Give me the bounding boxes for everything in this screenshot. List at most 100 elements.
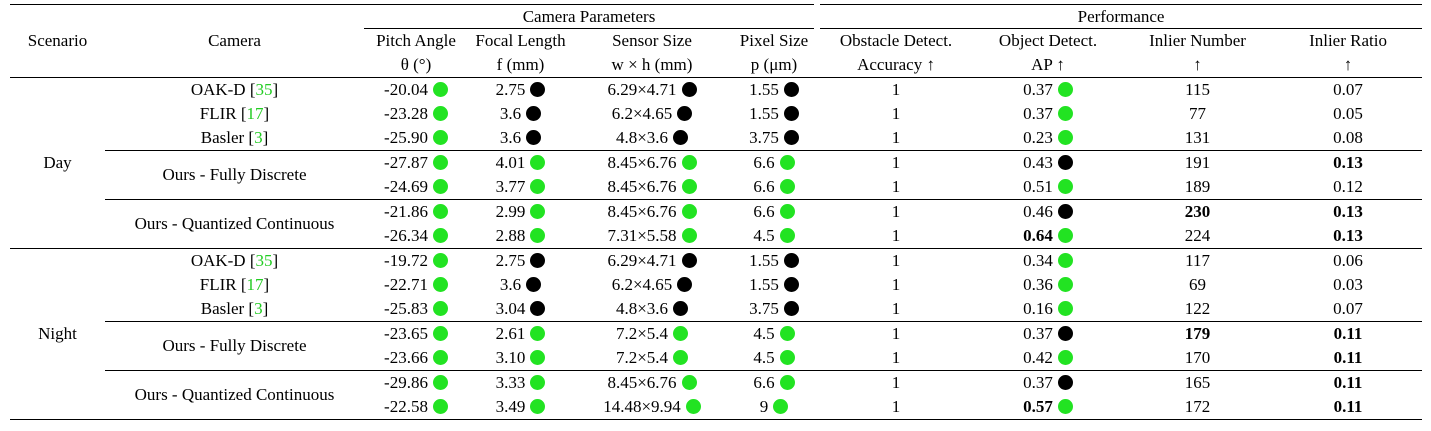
object-ap-cell: 0.16 [975, 297, 1121, 322]
pixel-size-value: 3.75 [749, 128, 779, 147]
table-row: -26.34 2.88 7.31×5.58 4.5 1 0.64 224 0.13 [10, 224, 1423, 249]
focal-length-cell: 3.49 [468, 395, 573, 420]
camera-cell: Ours - Quantized Continuous [105, 199, 364, 249]
object-ap-status-dot [1057, 350, 1073, 365]
obstacle-accuracy-value: 1 [891, 348, 901, 367]
focal-length-value: 2.88 [495, 226, 526, 245]
pitch-angle-status-dot [432, 301, 448, 316]
obstacle-accuracy-cell: 1 [817, 175, 975, 200]
camera-name: Basler [ [200, 299, 255, 318]
pitch-angle-status-dot [432, 350, 448, 365]
focal-length-status-dot [530, 326, 546, 341]
inlier-ratio-cell: 0.03 [1274, 273, 1422, 297]
scenario-label: Day [43, 153, 72, 172]
citation-bracket: ] [262, 299, 269, 318]
focal-length-status-dot [530, 399, 546, 414]
pitch-angle-value: -22.58 [384, 397, 428, 416]
sensor-size-status-dot [681, 179, 697, 194]
camera-cell: Basler [3] [105, 126, 364, 151]
sensor-size-value: 8.45×6.76 [607, 177, 677, 196]
obstacle-accuracy-value: 1 [891, 373, 901, 392]
focal-length-cell: 2.88 [468, 224, 573, 249]
object-ap-status-dot [1057, 253, 1073, 268]
header-camera: Camera [208, 30, 261, 50]
pitch-angle-value: -20.04 [384, 80, 428, 99]
sensor-size-value: 8.45×6.76 [607, 202, 677, 221]
obstacle-accuracy-cell: 1 [817, 346, 975, 371]
header-obstacle-l2: Accuracy ↑ [817, 53, 976, 78]
inlier-ratio-value: 0.13 [1333, 202, 1363, 221]
pitch-angle-cell: -27.87 [364, 150, 468, 175]
pitch-angle-status-dot [432, 375, 448, 390]
citation-bracket: ] [272, 251, 279, 270]
object-ap-cell: 0.36 [975, 273, 1121, 297]
object-ap-status-dot [1057, 130, 1073, 145]
inlier-number-cell: 165 [1121, 370, 1275, 395]
pixel-size-status-dot [783, 301, 799, 316]
inlier-number-cell: 230 [1121, 199, 1275, 224]
inlier-number-cell: 122 [1121, 297, 1274, 322]
object-ap-status-dot [1057, 326, 1073, 341]
citation-bracket: ] [272, 80, 279, 99]
pitch-angle-value: -22.71 [384, 275, 428, 294]
sensor-size-cell: 8.45×6.76 [573, 150, 731, 175]
object-ap-status-dot [1057, 155, 1073, 170]
object-ap-value: 0.16 [1023, 299, 1053, 318]
citation-link: 17 [246, 275, 264, 294]
pixel-size-cell: 4.5 [731, 321, 818, 346]
focal-length-status-dot [526, 106, 542, 121]
sensor-size-status-dot [673, 350, 689, 365]
obstacle-accuracy-cell: 1 [817, 78, 975, 103]
obstacle-accuracy-cell: 1 [817, 126, 975, 151]
focal-length-status-dot [530, 253, 546, 268]
pitch-angle-cell: -23.65 [364, 321, 468, 346]
inlier-number-value: 77 [1189, 104, 1207, 123]
obstacle-accuracy-cell: 1 [817, 150, 976, 175]
inlier-ratio-cell: 0.07 [1274, 78, 1422, 103]
inlier-number-value: 122 [1184, 299, 1211, 318]
inlier-number-value: 170 [1184, 348, 1211, 367]
pitch-angle-status-dot [432, 130, 448, 145]
citation-bracket: ] [263, 104, 270, 123]
focal-length-value: 3.6 [499, 275, 522, 294]
scenario-label: Night [38, 324, 77, 343]
pitch-angle-value: -23.28 [384, 104, 428, 123]
inlier-ratio-value: 0.05 [1333, 104, 1363, 123]
pitch-angle-status-dot [432, 399, 448, 414]
obstacle-accuracy-value: 1 [891, 177, 901, 196]
header-pitch-l1: Pitch Angle [376, 31, 456, 50]
sensor-size-status-dot [673, 130, 689, 145]
object-ap-cell: 0.37 [975, 370, 1122, 395]
object-ap-value: 0.37 [1023, 324, 1053, 343]
pitch-angle-status-dot [432, 82, 448, 97]
focal-length-cell: 3.10 [468, 346, 573, 371]
sensor-size-status-dot [685, 399, 701, 414]
focal-length-value: 3.33 [495, 373, 526, 392]
header-sensor-l2: w × h (mm) [573, 53, 731, 78]
object-ap-cell: 0.34 [975, 249, 1121, 274]
camera-cell: OAK-D [35] [105, 249, 364, 274]
sensor-size-value: 7.2×5.4 [615, 348, 669, 367]
pitch-angle-cell: -25.83 [364, 297, 468, 322]
focal-length-cell: 3.04 [468, 297, 573, 322]
sensor-size-status-dot [677, 277, 693, 292]
inlier-ratio-cell: 0.06 [1274, 249, 1422, 274]
header-inlier-number-l2: ↑ [1121, 53, 1275, 78]
pixel-size-cell: 4.5 [731, 346, 817, 371]
camera-cell: OAK-D [35] [105, 78, 364, 103]
camera-comparison-table: Camera Parameters Performance Scenario C… [10, 4, 1423, 420]
object-ap-cell: 0.43 [975, 150, 1122, 175]
sensor-size-status-dot [681, 375, 697, 390]
inlier-ratio-value: 0.11 [1333, 324, 1363, 343]
pixel-size-cell: 9 [731, 395, 818, 420]
citation-link: 35 [255, 80, 273, 99]
pitch-angle-cell: -21.86 [364, 199, 468, 224]
pixel-size-value: 6.6 [753, 177, 775, 196]
focal-length-cell: 3.33 [468, 370, 573, 395]
camera-name: Ours - Quantized Continuous [134, 214, 335, 233]
obstacle-accuracy-cell: 1 [817, 249, 975, 274]
sensor-size-status-dot [681, 204, 697, 219]
header-spacer [10, 53, 105, 78]
pixel-size-status-dot [783, 277, 799, 292]
inlier-ratio-cell: 0.13 [1274, 150, 1423, 175]
